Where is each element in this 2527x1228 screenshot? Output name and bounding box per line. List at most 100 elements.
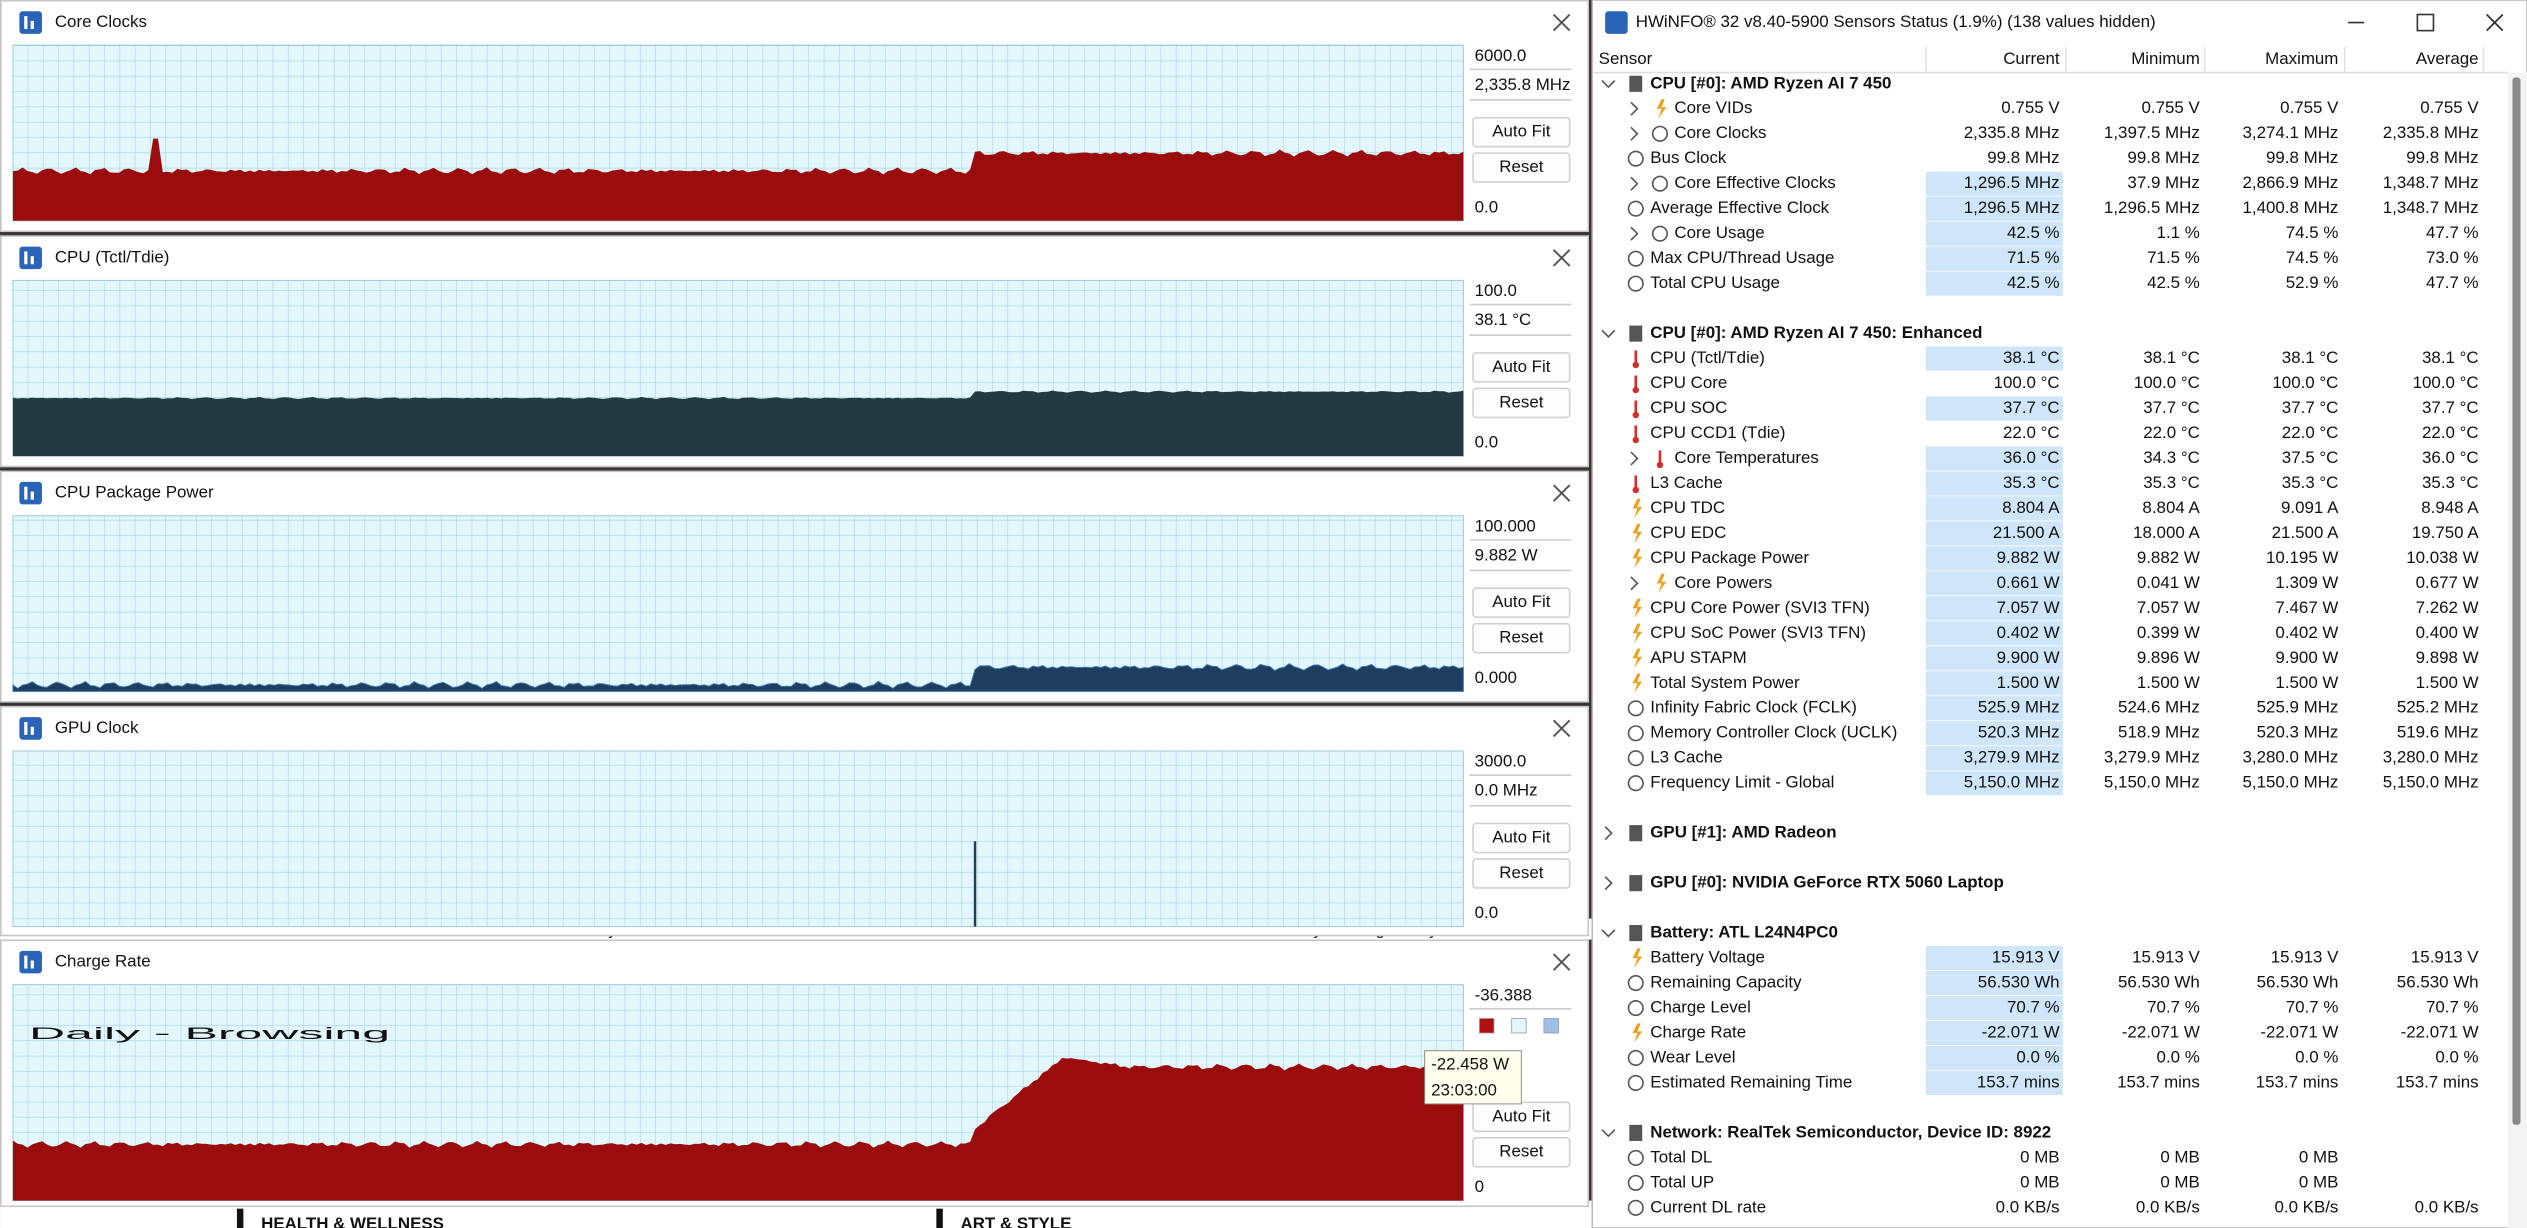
button-label[interactable]: Reset [1499,157,1543,176]
button-label[interactable]: Reset [1499,628,1543,647]
sensor-label[interactable]: Average Effective Clock [1650,198,1829,217]
sensor-label[interactable]: CPU SOC [1650,398,1727,417]
sensor-label[interactable]: CPU TDC [1650,498,1725,517]
tooltip-time: 23:03:00 [1431,1080,1497,1099]
expand-chevron[interactable] [1630,176,1639,191]
sensor-label[interactable]: CPU CCD1 (Tdie) [1650,423,1785,442]
sensor-label[interactable]: APU STAPM [1650,648,1746,667]
collapse-chevron[interactable] [1601,1129,1616,1138]
button[interactable] [1472,116,1571,148]
sensor-value: 518.9 MHz [2118,723,2200,742]
sensor-label[interactable]: CPU Package Power [1650,548,1809,567]
button-label[interactable]: Reset [1499,392,1543,411]
sensor-label[interactable]: Total UP [1650,1172,1714,1191]
group-name[interactable]: Network: RealTek Semiconductor, Device I… [1650,1122,2051,1141]
sensor-value: 34.3 °C [2143,448,2200,467]
maximize-button[interactable] [2416,13,2435,32]
sensor-label[interactable]: Wear Level [1650,1047,1735,1066]
color-swatch[interactable] [1511,1018,1527,1034]
sensor-label[interactable]: Bus Clock [1650,148,1727,167]
button[interactable] [1472,152,1571,183]
sensor-label[interactable]: Core Usage [1674,223,1764,242]
sensor-label[interactable]: Frequency Limit - Global [1650,773,1834,792]
close-button[interactable] [1552,249,1571,267]
sensor-label[interactable]: L3 Cache [1650,748,1722,767]
close-button[interactable] [2486,13,2504,32]
close-button[interactable] [1552,719,1571,738]
close-button[interactable] [1552,484,1571,502]
sensor-label[interactable]: CPU (Tctl/Tdie) [1650,348,1765,367]
column-header[interactable]: Minimum [2131,49,2200,68]
sensor-label[interactable]: Core Effective Clocks [1674,173,1835,192]
group-name[interactable]: GPU [#0]: NVIDIA GeForce RTX 5060 Laptop [1650,873,2004,892]
sensor-label[interactable]: Remaining Capacity [1650,973,1802,992]
sensor-label[interactable]: CPU Core [1650,373,1727,392]
sensor-label[interactable]: Estimated Remaining Time [1650,1072,1852,1091]
button[interactable] [1472,352,1571,383]
button-label[interactable]: Auto Fit [1492,592,1551,611]
close-button[interactable] [1552,13,1571,32]
button[interactable] [1472,587,1571,619]
sensor-label[interactable]: Battery Voltage [1650,948,1765,967]
graph-windows: Core Clocks 6000.0 2,335.8 MHz Auto Fit Rese… [0,0,1590,1208]
sensor-label[interactable]: Max CPU/Thread Usage [1650,248,1834,267]
sensor-label[interactable]: Total CPU Usage [1650,273,1780,292]
button[interactable] [1472,858,1571,889]
sensor-value: 99.8 MHz [1987,148,2059,167]
sensor-value: 36.0 °C [2003,448,2060,467]
sensor-value: 7.057 W [1997,598,2060,617]
collapse-chevron[interactable] [1601,80,1616,89]
group-name[interactable]: CPU [#0]: AMD Ryzen AI 7 450: Enhanced [1650,323,1982,342]
column-header[interactable]: Sensor [1599,49,1653,68]
expand-chevron[interactable] [1630,576,1639,591]
sensor-label[interactable]: CPU SoC Power (SVI3 TFN) [1650,623,1866,642]
button[interactable] [1472,622,1571,654]
column-header[interactable]: Average [2416,49,2479,68]
group-name[interactable]: GPU [#1]: AMD Radeon [1650,823,1836,842]
sensor-label[interactable]: Core Clocks [1674,123,1766,142]
sensor-label[interactable]: Total System Power [1650,673,1800,692]
sensor-label[interactable]: CPU Core Power (SVI3 TFN) [1650,598,1870,617]
sensor-label[interactable]: Core Powers [1674,573,1772,592]
icon-chip [1629,825,1643,842]
expand-chevron[interactable] [1604,876,1613,891]
expand-chevron[interactable] [1630,126,1639,141]
group-name[interactable]: Battery: ATL L24N4PC0 [1650,923,1838,942]
sensor-value: 0.399 W [2137,623,2200,642]
button[interactable] [1472,387,1571,419]
collapse-chevron[interactable] [1601,929,1616,938]
scrollbar-thumb[interactable] [2512,77,2521,1125]
close-button[interactable] [1552,953,1571,971]
sensor-label[interactable]: Core VIDs [1674,98,1752,117]
sensor-label[interactable]: L3 Cache [1650,473,1722,492]
button-label[interactable]: Auto Fit [1492,122,1551,141]
sensor-label[interactable]: Current DL rate [1650,1197,1766,1216]
sensor-value: 35.3 °C [2003,473,2060,492]
sensor-label[interactable]: Memory Controller Clock (UCLK) [1650,723,1897,742]
sensor-label[interactable]: CPU EDC [1650,523,1726,542]
button[interactable] [1472,1136,1571,1168]
button-label[interactable]: Auto Fit [1492,1106,1551,1125]
sensor-value: 42.5 % [2007,223,2060,242]
expand-chevron[interactable] [1604,826,1613,841]
expand-chevron[interactable] [1630,451,1639,466]
sensor-label[interactable]: Total DL [1650,1147,1712,1166]
column-header[interactable]: Current [2003,49,2060,68]
column-header[interactable]: Maximum [2265,49,2338,68]
collapse-chevron[interactable] [1601,329,1616,338]
group-name[interactable]: CPU [#0]: AMD Ryzen AI 7 450 [1650,73,1891,92]
color-swatch[interactable] [1479,1018,1495,1034]
sensor-label[interactable]: Charge Rate [1650,1022,1746,1041]
button-label[interactable]: Reset [1499,863,1543,882]
expand-chevron[interactable] [1630,226,1639,241]
button-label[interactable]: Auto Fit [1492,357,1551,376]
sensor-label[interactable]: Infinity Fabric Clock (FCLK) [1650,698,1857,717]
button-label[interactable]: Reset [1499,1142,1543,1161]
color-swatch[interactable] [1543,1018,1559,1034]
button[interactable] [1472,822,1571,854]
button-label[interactable]: Auto Fit [1492,827,1551,846]
sensor-label[interactable]: Charge Level [1650,997,1751,1016]
sensor-label[interactable]: Core Temperatures [1674,448,1818,467]
app-icon-bar [30,20,34,30]
expand-chevron[interactable] [1630,101,1639,116]
